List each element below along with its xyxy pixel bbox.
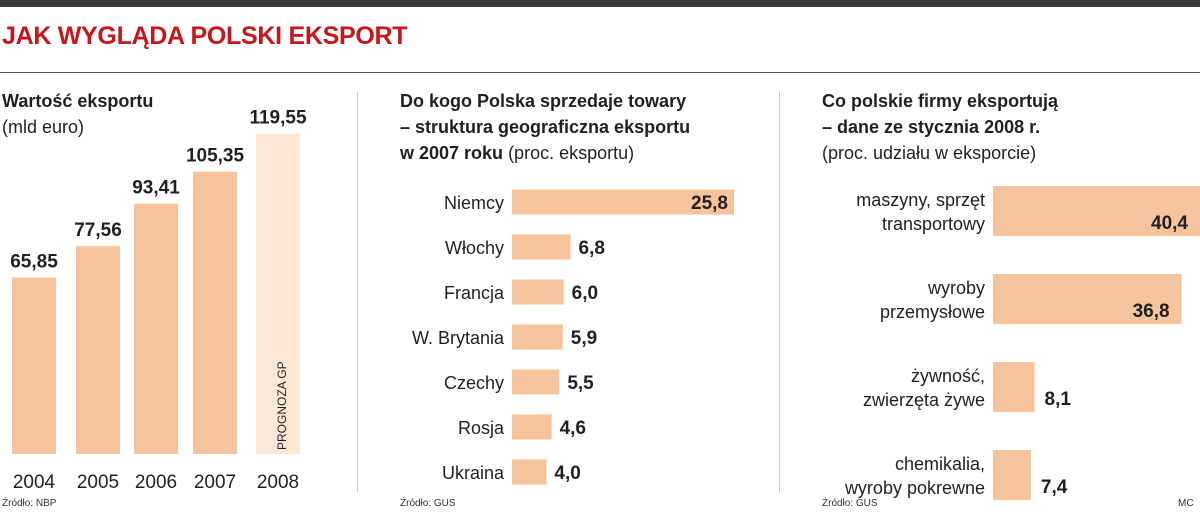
product-label: transportowy (882, 214, 985, 234)
export-year-label-2006: 2006 (135, 472, 177, 493)
product-bar (993, 450, 1031, 500)
forecast-label: PROGNOZA GP (275, 361, 289, 450)
export-value-label-2006: 93,41 (132, 178, 180, 199)
country-label: Francja (444, 283, 505, 303)
export-value-title: Wartość eksportu (2, 88, 153, 114)
country-label: Włochy (445, 238, 504, 258)
export-value-source: Źródło: NBP (2, 498, 57, 509)
product-label: maszyny, sprzęt (856, 190, 985, 210)
graphics-credit: MC (1178, 498, 1194, 509)
export-bar-2008 (256, 133, 300, 454)
export-bar-2005 (76, 246, 120, 454)
product-label: przemysłowe (880, 302, 985, 322)
country-bar (512, 189, 734, 215)
country-label: W. Brytania (412, 328, 505, 348)
header-rule (0, 72, 1200, 73)
country-value-label: 4,0 (554, 463, 580, 484)
product-bar (993, 362, 1035, 412)
product-value-label: 7,4 (1041, 477, 1068, 498)
country-value-label: 5,5 (567, 373, 594, 394)
export-year-label-2007: 2007 (194, 472, 236, 493)
panel-divider-2 (779, 92, 780, 492)
country-bar (512, 369, 560, 395)
export-value-label-2005: 77,56 (74, 220, 122, 241)
geography-title-text2: – struktura geograficzna eksportu (400, 117, 691, 137)
country-bar (512, 279, 564, 305)
country-value-label: 6,8 (579, 238, 605, 259)
country-value-label: 5,9 (571, 328, 597, 349)
product-label: wyroby (927, 278, 985, 298)
country-bar (512, 414, 552, 440)
geography-title-line3: w 2007 roku (proc. eksportu) (400, 140, 634, 166)
products-source: Źródło: GUS (822, 498, 878, 509)
products-title-line2: – dane ze stycznia 2008 r. (822, 114, 1040, 140)
country-label: Rosja (458, 418, 505, 438)
country-value-label: 6,0 (572, 283, 598, 304)
country-value-label: 4,6 (560, 418, 586, 439)
country-bar (512, 324, 563, 350)
geography-title-text1: Do kogo Polska sprzedaje towary (400, 91, 687, 111)
product-bar (993, 274, 1182, 324)
products-subtitle: (proc. udziału w eksporcie) (822, 143, 1037, 163)
export-value-label-2004: 65,85 (10, 252, 58, 273)
top-bar (0, 0, 1200, 7)
products-title-line1: Co polskie firmy eksportują (822, 88, 1058, 114)
page-title: JAK WYGLĄDA POLSKI EKSPORT (2, 22, 408, 50)
export-value-subtitle: (mld euro) (2, 117, 85, 137)
export-bar-2007 (193, 171, 237, 455)
geography-title-text3: w 2007 roku (400, 143, 504, 163)
products-title-text1: Co polskie firmy eksportują (822, 91, 1059, 111)
product-value-label: 40,4 (1151, 213, 1188, 234)
export-year-label-2005: 2005 (77, 472, 119, 493)
product-label: chemikalia, (895, 454, 985, 474)
country-label: Niemcy (444, 193, 504, 213)
geography-title-line1: Do kogo Polska sprzedaje towary (400, 88, 686, 114)
export-year-label-2008: 2008 (257, 472, 299, 493)
geography-source: Źródło: GUS (400, 498, 456, 509)
products-title-text2: – dane ze stycznia 2008 r. (822, 117, 1041, 137)
export-value-heading: Wartość eksportu (2, 91, 154, 111)
export-bar-2004 (12, 277, 56, 454)
product-label: wyroby pokrewne (844, 478, 985, 498)
product-bar (993, 186, 1200, 236)
export-year-label-2004: 2004 (13, 472, 56, 493)
export-bar-2006 (134, 203, 178, 454)
country-bar (512, 234, 571, 260)
geography-title-line2: – struktura geograficzna eksportu (400, 114, 690, 140)
product-value-label: 8,1 (1045, 389, 1072, 410)
product-label: żywność, (911, 366, 985, 386)
panel-divider-1 (357, 92, 358, 492)
country-value-label: 25,8 (691, 193, 728, 214)
geography-subtitle: (proc. eksportu) (503, 143, 635, 163)
country-label: Czechy (444, 373, 504, 393)
product-label: zwierzęta żywe (863, 390, 985, 410)
country-label: Ukraina (442, 463, 505, 483)
export-value-label-2007: 105,35 (186, 146, 245, 167)
export-value-label-2008: 119,55 (249, 108, 306, 129)
country-bar (512, 459, 547, 485)
product-value-label: 36,8 (1133, 301, 1170, 322)
